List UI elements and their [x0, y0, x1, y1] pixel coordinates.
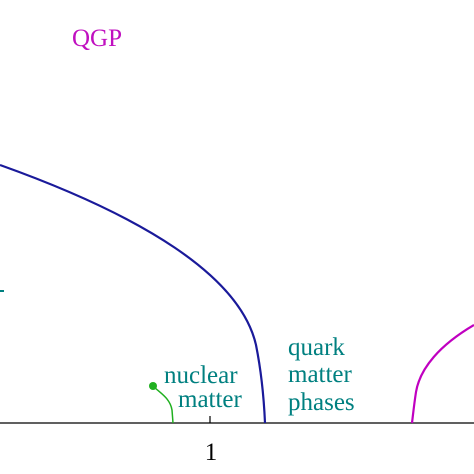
- nuclear-label: matter: [178, 386, 243, 413]
- phase-boundary: [0, 163, 267, 424]
- x-tick-label: 1: [205, 439, 218, 466]
- quark-label: matter: [288, 361, 353, 388]
- nuclear-point: [149, 382, 157, 390]
- phase-boundary-2: [410, 324, 474, 424]
- nuclear-label: nuclear: [164, 362, 238, 389]
- quark-label: phases: [288, 389, 355, 416]
- qgp-label: QGP: [72, 25, 122, 52]
- quark-label: quark: [288, 334, 345, 361]
